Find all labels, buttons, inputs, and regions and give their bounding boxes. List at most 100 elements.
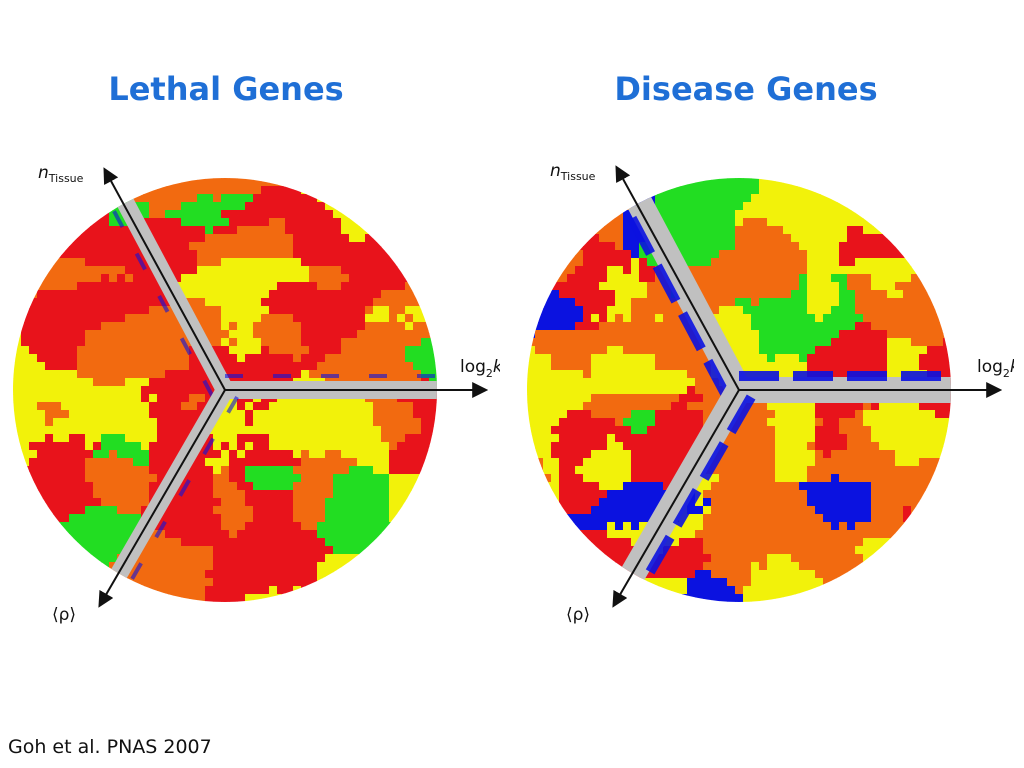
map-cell — [77, 226, 86, 235]
map-cell — [205, 178, 214, 187]
map-cell — [791, 314, 800, 323]
map-cell — [751, 514, 760, 523]
map-cell — [205, 298, 214, 307]
map-cell — [237, 354, 246, 363]
map-cell — [285, 290, 294, 299]
map-cell — [69, 314, 78, 323]
map-cell — [831, 538, 840, 547]
map-cell — [759, 402, 768, 411]
map-cell — [639, 314, 648, 323]
map-cell — [663, 426, 672, 435]
map-cell — [655, 362, 664, 371]
map-cell — [687, 218, 696, 227]
map-cell — [21, 346, 30, 355]
map-cell — [919, 266, 928, 275]
map-cell — [663, 314, 672, 323]
map-cell — [695, 266, 704, 275]
map-cell — [221, 298, 230, 307]
map-cell — [799, 490, 808, 499]
map-cell — [679, 378, 688, 387]
map-cell — [357, 354, 366, 363]
map-cell — [671, 370, 680, 379]
map-cell — [373, 498, 382, 507]
map-cell — [799, 442, 808, 451]
map-cell — [357, 370, 366, 379]
map-cell — [109, 506, 118, 515]
map-cell — [591, 474, 600, 483]
map-cell — [237, 522, 246, 531]
map-cell — [365, 242, 374, 251]
map-cell — [839, 442, 848, 451]
map-cell — [735, 226, 744, 235]
map-cell — [229, 298, 238, 307]
map-cell — [149, 402, 158, 411]
map-cell — [69, 258, 78, 267]
map-cell — [381, 530, 390, 539]
map-cell — [695, 178, 704, 187]
map-cell — [93, 506, 102, 515]
map-cell — [109, 474, 118, 483]
map-cell — [373, 450, 382, 459]
map-cell — [325, 498, 334, 507]
map-cell — [285, 434, 294, 443]
map-cell — [863, 330, 872, 339]
map-cell — [85, 314, 94, 323]
map-cell — [61, 314, 70, 323]
map-cell — [535, 330, 544, 339]
map-cell — [205, 250, 214, 259]
map-cell — [13, 346, 22, 355]
map-cell — [301, 474, 310, 483]
map-cell — [927, 418, 936, 427]
map-cell — [791, 410, 800, 419]
map-cell — [205, 218, 214, 227]
map-cell — [855, 298, 864, 307]
map-cell — [535, 410, 544, 419]
map-cell — [823, 290, 832, 299]
map-cell — [623, 306, 632, 315]
map-cell — [133, 354, 142, 363]
map-cell — [405, 482, 414, 491]
map-cell — [309, 226, 318, 235]
map-cell — [157, 546, 166, 555]
map-cell — [133, 586, 142, 595]
map-cell — [125, 490, 134, 499]
map-cell — [855, 282, 864, 291]
map-cell — [53, 466, 62, 475]
map-cell — [301, 242, 310, 251]
map-cell — [165, 178, 174, 187]
map-cell — [261, 410, 270, 419]
map-cell — [607, 402, 616, 411]
map-cell — [791, 482, 800, 491]
map-cell — [759, 506, 768, 515]
map-cell — [575, 434, 584, 443]
map-cell — [245, 458, 254, 467]
map-cell — [181, 562, 190, 571]
map-cell — [687, 578, 696, 587]
map-cell — [599, 522, 608, 531]
map-cell — [735, 290, 744, 299]
map-cell — [927, 466, 936, 475]
map-cell — [623, 218, 632, 227]
map-cell — [623, 362, 632, 371]
map-cell — [791, 442, 800, 451]
map-cell — [205, 578, 214, 587]
map-cell — [213, 314, 222, 323]
map-cell — [815, 234, 824, 243]
map-cell — [711, 554, 720, 563]
map-cell — [615, 418, 624, 427]
map-cell — [69, 402, 78, 411]
map-cell — [895, 362, 904, 371]
map-cell — [413, 490, 422, 499]
map-cell — [543, 362, 552, 371]
n-tissue-label: nTissue — [38, 163, 84, 185]
map-cell — [815, 242, 824, 251]
map-cell — [703, 514, 712, 523]
map-cell — [237, 570, 246, 579]
map-cell — [535, 338, 544, 347]
map-cell — [663, 466, 672, 475]
map-cell — [365, 450, 374, 459]
map-cell — [575, 410, 584, 419]
map-cell — [823, 298, 832, 307]
map-cell — [735, 202, 744, 211]
map-cell — [245, 298, 254, 307]
